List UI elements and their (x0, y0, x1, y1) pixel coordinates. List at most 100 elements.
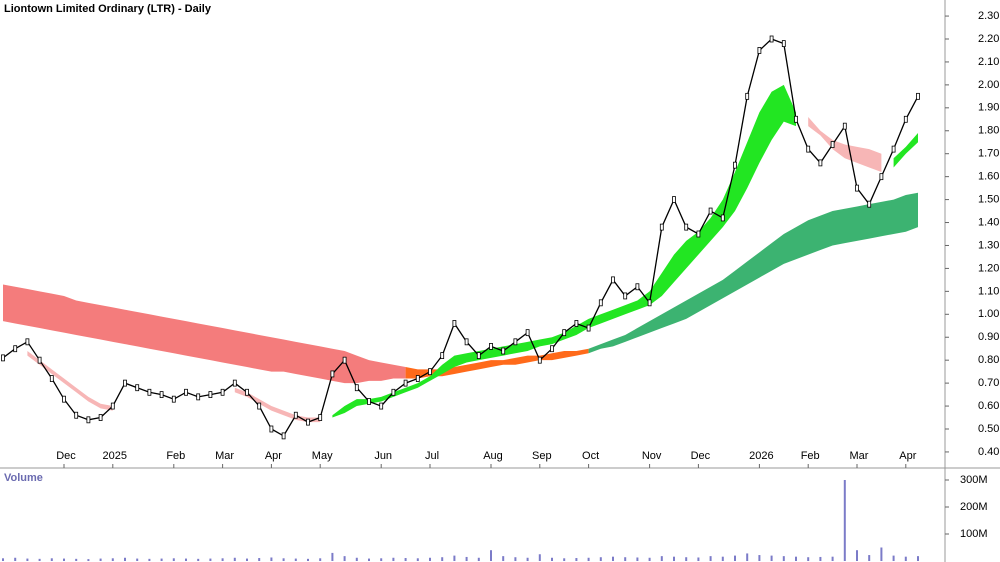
volume-bar (343, 556, 346, 561)
volume-bar (697, 557, 700, 561)
volume-bar (111, 558, 114, 561)
price-marker (525, 329, 530, 337)
volume-bar (331, 552, 334, 561)
price-marker (855, 184, 859, 192)
volume-bar (551, 557, 553, 561)
price-marker (659, 223, 664, 231)
x-tick-label: Oct (582, 450, 599, 462)
volume-bar (599, 557, 602, 561)
x-tick-label: May (312, 450, 333, 462)
band (405, 348, 589, 379)
volume-label: Volume (4, 472, 43, 484)
volume-bar (538, 554, 541, 561)
y-tick-label: 0.80 (978, 354, 999, 366)
band (808, 117, 882, 173)
volume-bar (795, 556, 797, 561)
volume-bar (624, 557, 627, 561)
volume-bar (392, 557, 395, 561)
price-marker (171, 395, 176, 403)
price-marker (440, 352, 445, 359)
volume-bar (246, 558, 248, 561)
price-marker (208, 391, 213, 398)
price-marker (147, 388, 152, 396)
price-marker (781, 40, 786, 47)
band (3, 284, 406, 384)
price-marker (415, 375, 420, 382)
price-marker (452, 320, 457, 327)
y-tick-label: 0.60 (978, 400, 999, 412)
volume-bar (258, 558, 261, 561)
volume-tick-label: 100M (960, 528, 988, 540)
x-tick-label: Aug (483, 450, 503, 462)
volume-bar (587, 557, 590, 561)
volume-bar (307, 558, 309, 561)
price-marker (708, 207, 713, 215)
volume-bar (648, 557, 651, 561)
price-marker (794, 115, 798, 123)
price-marker (672, 196, 676, 203)
price-marker (86, 416, 91, 424)
volume-bar (563, 558, 566, 561)
volume-bar (197, 558, 200, 561)
volume-bar (185, 558, 187, 561)
y-tick-label: 1.00 (978, 308, 999, 320)
price-marker (537, 356, 542, 364)
price-marker (830, 141, 835, 148)
y-tick-label: 1.70 (978, 148, 999, 160)
price-marker (403, 379, 408, 387)
price-marker (464, 338, 469, 346)
price-marker (1, 354, 5, 362)
x-tick-label: Apr (265, 450, 282, 462)
volume-bar (660, 556, 663, 561)
y-tick-label: 1.80 (978, 125, 999, 137)
price-marker (49, 375, 54, 382)
x-tick-label: Feb (801, 450, 820, 462)
volume-bar (87, 559, 90, 561)
y-tick-label: 1.30 (978, 239, 999, 251)
price-marker (720, 214, 725, 222)
volume-bar (477, 557, 480, 561)
price-marker (611, 276, 615, 284)
price-marker (37, 356, 42, 364)
price-marker (25, 338, 30, 346)
price-marker (562, 329, 567, 337)
volume-bar (892, 555, 895, 561)
volume-tick-label: 300M (960, 474, 988, 486)
x-tick-label: Mar (850, 450, 869, 462)
price-marker (635, 283, 640, 291)
volume-bar (319, 558, 322, 561)
volume-bar (368, 558, 370, 561)
volume-bar (758, 555, 761, 561)
price-marker (745, 92, 750, 100)
x-tick-label: Dec (691, 450, 711, 462)
price-marker (916, 92, 920, 100)
volume-bar (270, 557, 273, 561)
price-marker (196, 393, 201, 401)
volume-bar (819, 556, 822, 561)
volume-bar (221, 558, 224, 561)
y-tick-label: 2.30 (978, 10, 999, 22)
volume-bar (416, 558, 419, 561)
volume-bar (843, 479, 846, 561)
y-tick-label: 1.40 (978, 216, 999, 228)
volume-bar (355, 557, 358, 561)
price-marker (184, 388, 188, 396)
band (588, 192, 918, 354)
volume-bar (99, 558, 102, 561)
x-tick-label: Jul (425, 450, 439, 462)
x-tick-label: Nov (642, 450, 662, 462)
volume-bar (868, 555, 871, 561)
price-marker (391, 388, 396, 396)
volume-bar (856, 550, 858, 561)
price-marker (306, 418, 310, 426)
volume-bar (136, 558, 139, 561)
volume-bar (904, 556, 907, 561)
price-marker (806, 145, 811, 153)
x-tick-label: Jun (374, 450, 392, 462)
volume-bar (502, 556, 505, 561)
volume-bar (685, 557, 688, 561)
x-tick-label: 2026 (749, 450, 773, 462)
price-marker (733, 161, 737, 169)
price-marker (891, 145, 896, 153)
